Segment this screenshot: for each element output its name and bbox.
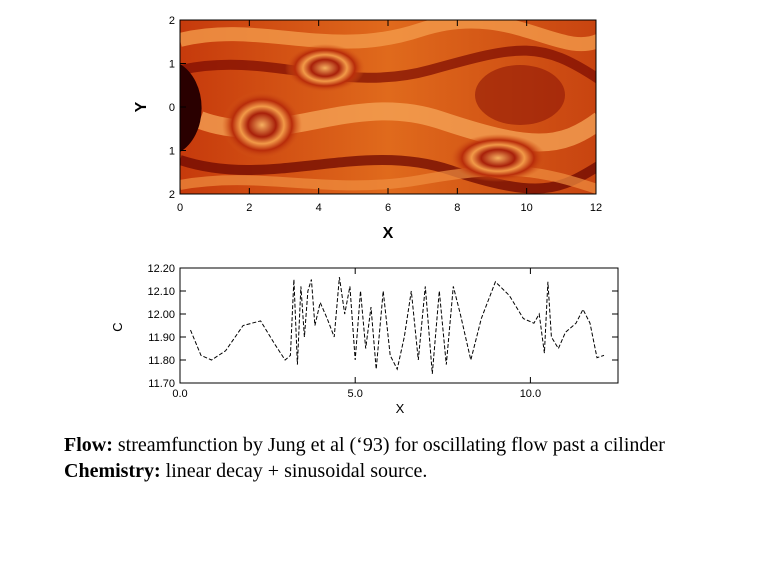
caption-flow: Flow: streamfunction by Jung et al (‘93)… [64, 432, 744, 458]
line-y-tick-label: 11.70 [148, 378, 175, 390]
line-x-ticks: 0.0 5.0 10.0 [172, 268, 541, 400]
line-y-tick-label: 12.00 [147, 309, 175, 321]
field-y-ticks: 2 1 0 1 2 [169, 15, 186, 201]
chemistry-label: Chemistry: [64, 460, 161, 482]
caption: Flow: streamfunction by Jung et al (‘93)… [64, 432, 744, 484]
line-x-tick-label: 0.0 [172, 388, 187, 400]
line-y-tick-label: 11.80 [148, 355, 175, 367]
field-x-tick-label: 0 [177, 202, 183, 214]
field-y-tick-label: 1 [169, 146, 175, 158]
line-y-ticks: 12.20 12.10 12.00 11.90 11.80 11.70 [147, 263, 618, 390]
field-x-tick-label: 10 [521, 202, 533, 214]
shear-band-bottom [180, 165, 596, 194]
vortex-upper [285, 44, 365, 92]
field-y-label: Y [133, 101, 150, 112]
flow-text: streamfunction by Jung et al (‘93) for o… [112, 434, 665, 456]
shear-band-dark-bottom [180, 155, 596, 194]
flow-label: Flow: [64, 434, 113, 456]
shear-band-top [180, 20, 596, 52]
field-x-tick-label: 6 [385, 202, 391, 214]
field-x-label: X [383, 225, 394, 242]
line-y-tick-label: 12.10 [147, 286, 175, 298]
line-y-label: C [110, 322, 125, 331]
field-x-ticks: 0 2 4 6 8 10 12 [177, 20, 602, 214]
chemistry-text: linear decay + sinusoidal source. [160, 460, 428, 482]
field-y-tick-label: 1 [169, 59, 175, 71]
concentration-series [190, 277, 605, 374]
line-x-label: X [396, 401, 405, 416]
line-y-tick-label: 11.90 [148, 332, 175, 344]
field-x-tick-label: 2 [246, 202, 252, 214]
line-x-tick-label: 10.0 [520, 388, 541, 400]
field-y-tick-label: 0 [169, 102, 175, 114]
vortex-left [222, 91, 302, 159]
field-x-tick-label: 4 [316, 202, 322, 214]
vortex-right-dark [475, 65, 565, 125]
field-y-tick-label: 2 [169, 189, 175, 201]
line-frame [179, 267, 619, 384]
caption-chemistry: Chemistry: linear decay + sinusoidal sou… [64, 458, 744, 484]
field-y-tick-label: 2 [169, 15, 175, 27]
vortex-lower [450, 134, 546, 182]
field-x-tick-label: 8 [454, 202, 460, 214]
field-x-tick-label: 12 [590, 202, 602, 214]
cylinder [180, 64, 202, 152]
line-x-tick-label: 5.0 [348, 388, 363, 400]
concentration-line-chart: 0.0 5.0 10.0 12.20 12.10 12.00 11.90 11.80 11.7… [110, 263, 619, 416]
line-y-tick-label: 12.20 [147, 263, 175, 275]
shear-band-dark-top [180, 45, 596, 84]
